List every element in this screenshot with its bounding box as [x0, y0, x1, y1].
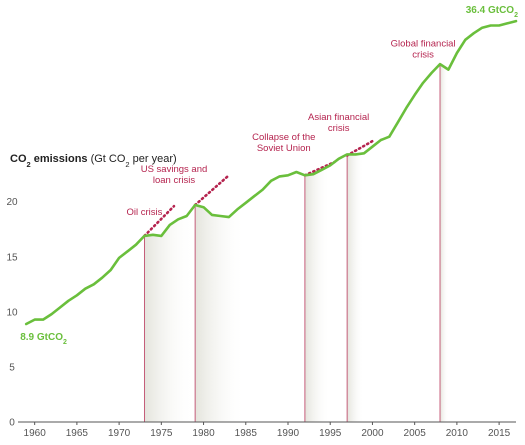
x-tick-label: 2005 [404, 428, 427, 439]
y-tick-label: 15 [6, 252, 18, 263]
start-value-sub: 2 [63, 338, 67, 345]
x-tick-label: 2010 [446, 428, 469, 439]
crisis-shade [440, 64, 449, 422]
crisis-shades [144, 64, 449, 422]
x-tick-label: 1985 [235, 428, 258, 439]
emissions-series [24, 19, 518, 326]
crisis-lines [143, 62, 441, 422]
end-value-main: 36.4 GtCO [466, 5, 515, 16]
x-tick-label: 1970 [108, 428, 131, 439]
crisis-label: crisis [328, 123, 350, 134]
x-tick-label: 1960 [24, 428, 47, 439]
x-tick-label: 1980 [192, 428, 215, 439]
crisis-shade [347, 153, 364, 422]
y-axis-label-sub: 2 [27, 160, 31, 169]
y-tick-label: 20 [6, 197, 18, 208]
start-value-label: 8.9 GtCO2 [20, 332, 67, 346]
trend-line [143, 204, 176, 238]
y-axis-label-unit-end: per year) [130, 153, 177, 165]
crisis-label: Global financial [391, 38, 456, 49]
crisis-label: Soviet Union [257, 143, 311, 154]
crisis-label: Collapse of the [252, 132, 315, 143]
trend-line [345, 139, 374, 157]
x-tick-label: 1995 [319, 428, 342, 439]
end-value-label: 36.4 GtCO2 [466, 5, 518, 19]
y-tick-label: 10 [6, 307, 18, 318]
crisis-label: loan crisis [153, 175, 195, 186]
x-tick-label: 2015 [488, 428, 511, 439]
crisis-label: crisis [412, 49, 434, 60]
x-tick-label: 1965 [66, 428, 89, 439]
x-tick-label: 1990 [277, 428, 300, 439]
y-axis-label-unit: (Gt CO [88, 153, 126, 165]
crisis-label: Oil crisis [126, 207, 162, 218]
end-value-sub: 2 [514, 12, 518, 19]
y-tick-label: 0 [9, 418, 15, 429]
start-value-main: 8.9 GtCO [20, 332, 63, 343]
crisis-label: Asian financial [308, 112, 369, 123]
crisis-shade [144, 205, 196, 422]
trend-lines [143, 139, 374, 238]
axes: 1960 1965 1970 1975 1980 1985 1990 1995 2000 2005… [6, 197, 516, 439]
y-axis-label-unit-sub: 2 [125, 160, 129, 169]
trend-line [193, 173, 231, 207]
crisis-label: US savings and [141, 164, 208, 175]
x-tick-label: 1975 [150, 428, 173, 439]
x-tick-label: 2000 [361, 428, 384, 439]
y-axis-label: CO2 emissions (Gt CO2 per year) [10, 153, 177, 169]
crisis-shade [195, 202, 246, 422]
y-axis-label-co: CO [10, 153, 27, 165]
emissions-line [24, 19, 518, 326]
y-axis-label-emissions: emissions [31, 153, 88, 165]
trend-line [303, 160, 336, 177]
y-tick-label: 5 [9, 362, 15, 373]
crisis-shade [304, 165, 331, 422]
